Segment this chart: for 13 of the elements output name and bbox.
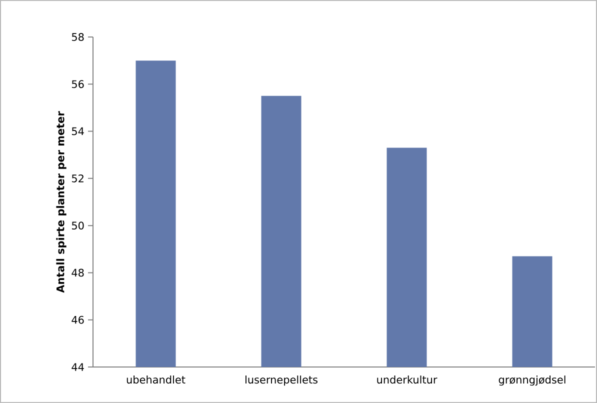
y-tick-label: 54 xyxy=(72,127,84,136)
x-tick-label: grønngjødsel xyxy=(498,376,566,386)
y-tick-label: 50 xyxy=(72,222,84,230)
y-tick-label: 56 xyxy=(72,80,84,88)
x-tick-label: ubehandlet xyxy=(126,376,186,384)
y-tick-label: 48 xyxy=(72,268,84,277)
y-tick-label: 52 xyxy=(72,174,84,182)
x-tick-label: lusernepellets xyxy=(246,376,318,386)
y-axis-title: Antall spirte planter per meter xyxy=(56,111,66,293)
y-tick-label: 44 xyxy=(72,363,84,371)
x-tick-label: underkultur xyxy=(377,376,438,384)
y-tick-label: 58 xyxy=(72,33,84,41)
y-tick-label: 46 xyxy=(72,316,84,324)
